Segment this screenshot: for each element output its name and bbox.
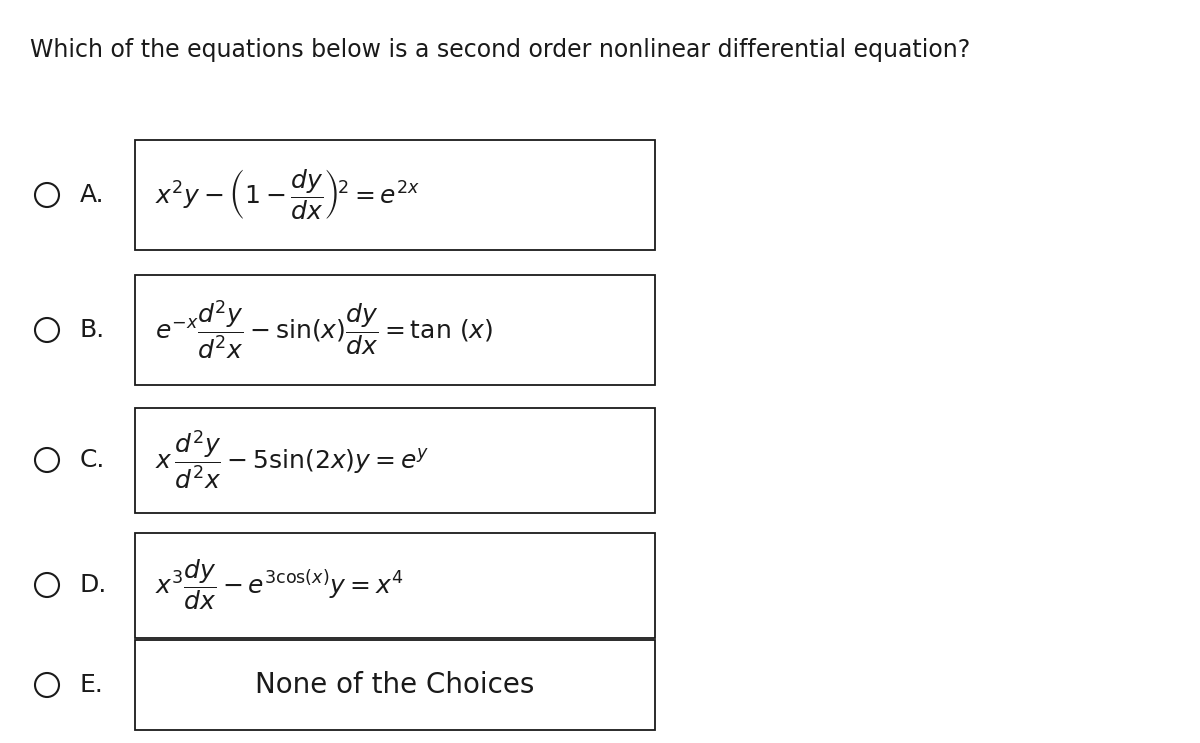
Text: Which of the equations below is a second order nonlinear differential equation?: Which of the equations below is a second… [30,38,971,62]
Bar [134,640,655,730]
Bar [134,407,655,513]
Text: B.: B. [80,318,106,342]
Text: C.: C. [80,448,106,472]
Text: $x^2y - \left(1 - \dfrac{dy}{dx}\right)^{\!2} = e^{2x}$: $x^2y - \left(1 - \dfrac{dy}{dx}\right)^… [155,168,420,222]
Bar [134,140,655,250]
Bar [134,533,655,637]
Text: None of the Choices: None of the Choices [256,671,535,699]
Text: $x^3\dfrac{dy}{dx} - e^{3\cos(x)}y = x^4$: $x^3\dfrac{dy}{dx} - e^{3\cos(x)}y = x^4… [155,557,403,612]
Text: $e^{-x}\dfrac{d^2y}{d^2x} - \sin(x)\dfrac{dy}{dx} = \tan\,(x)$: $e^{-x}\dfrac{d^2y}{d^2x} - \sin(x)\dfra… [155,299,493,361]
Text: $x\,\dfrac{d^2y}{d^2x} - 5\sin(2x)y = e^{y}$: $x\,\dfrac{d^2y}{d^2x} - 5\sin(2x)y = e^… [155,429,430,491]
Bar [134,275,655,385]
Text: A.: A. [80,183,104,207]
Text: E.: E. [80,673,104,697]
Text: D.: D. [80,573,107,597]
